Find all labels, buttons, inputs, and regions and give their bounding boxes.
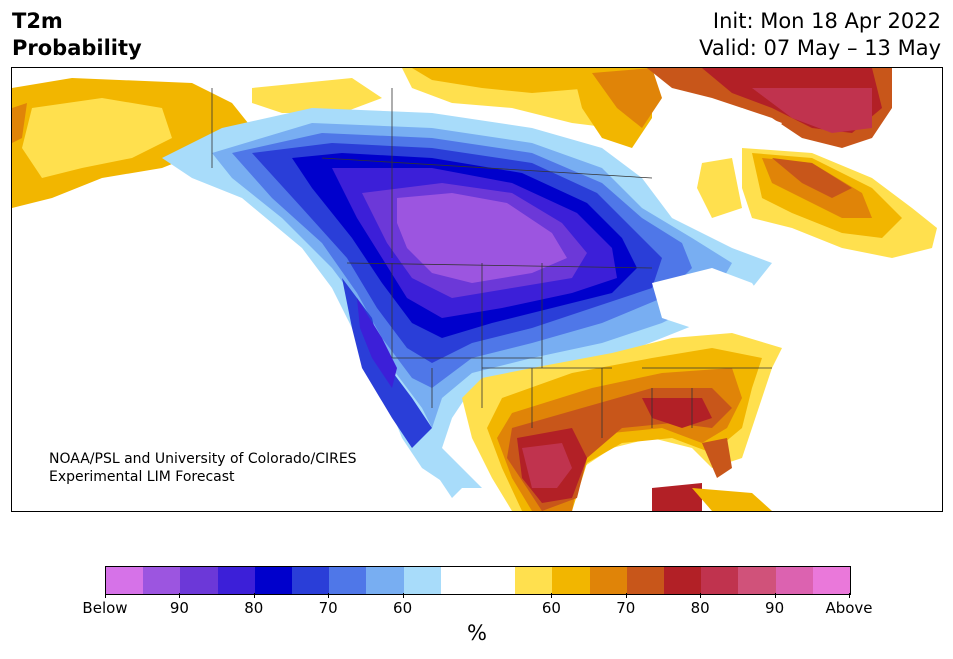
colorbar-tick-mark <box>551 593 553 598</box>
colorbar-segment <box>292 567 330 594</box>
colorbar-segment <box>403 567 441 594</box>
colorbar-segment <box>217 567 255 594</box>
colorbar-segment <box>515 567 553 594</box>
colorbar-tick-mark <box>774 593 776 598</box>
init-date: Init: Mon 18 Apr 2022 <box>712 9 941 33</box>
colorbar-segment <box>738 567 776 594</box>
colorbar-tick-label: 80 <box>244 599 264 617</box>
colorbar-segment <box>664 567 702 594</box>
credit-line-2: Experimental LIM Forecast <box>49 469 235 485</box>
colorbar-segment <box>366 567 404 594</box>
colorbar-segment <box>626 567 665 594</box>
boundary-lines <box>211 88 772 438</box>
colorbar <box>105 566 851 595</box>
colorbar-tick-mark <box>402 593 404 598</box>
colorbar-tick-mark <box>105 593 106 598</box>
map-panel <box>11 67 943 512</box>
colorbar-tick-label: 70 <box>318 599 338 617</box>
colorbar-tick-label: Above <box>825 599 873 617</box>
colorbar-tick-label: 90 <box>169 599 189 617</box>
colorbar-tick-mark <box>328 593 330 598</box>
colorbar-tick-mark <box>179 593 181 598</box>
colorbar-segment <box>775 567 813 594</box>
title-line-2: Probability <box>12 36 142 60</box>
colorbar-segment <box>701 567 739 594</box>
valid-range: Valid: 07 May – 13 May <box>699 36 941 60</box>
colorbar-tick-mark <box>625 593 627 598</box>
colorbar-segment <box>812 567 851 594</box>
colorbar-tick-mark <box>700 593 702 598</box>
title-line-1: T2m <box>12 9 63 33</box>
colorbar-tick-label: 90 <box>765 599 785 617</box>
colorbar-segment <box>589 567 627 594</box>
colorbar-tick-label: 60 <box>393 599 413 617</box>
colorbar-tick-mark <box>849 593 850 598</box>
colorbar-segment <box>478 567 516 594</box>
colorbar-tick-mark <box>253 593 255 598</box>
colorbar-segment <box>552 567 590 594</box>
colorbar-tick-label: 70 <box>616 599 636 617</box>
colorbar-segment <box>143 567 181 594</box>
colorbar-segment <box>106 567 144 594</box>
map-credit: NOAA/PSL and University of Colorado/CIRE… <box>49 450 357 486</box>
colorbar-segment <box>329 567 367 594</box>
colorbar-tick-label: 60 <box>541 599 561 617</box>
colorbar-tick-label: 80 <box>690 599 710 617</box>
colorbar-unit: % <box>467 621 487 645</box>
colorbar-segment <box>180 567 218 594</box>
map-title: T2m Probability <box>12 8 142 62</box>
colorbar-tick-label: Below <box>82 599 128 617</box>
colorbar-segment <box>254 567 293 594</box>
colorbar-segment <box>440 567 479 594</box>
probability-map <box>12 68 942 511</box>
credit-line-1: NOAA/PSL and University of Colorado/CIRE… <box>49 451 357 467</box>
map-header-dates: Init: Mon 18 Apr 2022 Valid: 07 May – 13… <box>699 8 941 62</box>
